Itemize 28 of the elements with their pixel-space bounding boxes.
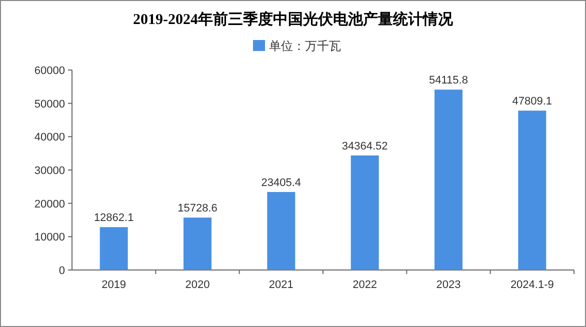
bar [434,90,462,270]
y-tick-label: 0 [58,265,65,277]
chart-title: 2019-2024年前三季度中国光伏电池产量统计情况 [133,10,454,28]
bar [184,218,212,270]
x-tick-label: 2023 [436,279,461,291]
x-tick-label: 2019 [102,279,126,291]
y-tick-label: 60000 [34,65,65,77]
y-tick-label: 40000 [34,132,65,144]
x-tick-label: 2020 [185,279,210,291]
bar [100,227,128,270]
x-tick-label: 2021 [268,279,294,291]
y-tick-label: 10000 [34,232,65,244]
bar [267,192,296,270]
y-tick-label: 30000 [34,165,65,177]
data-label: 34364.52 [342,140,388,152]
data-label: 47809.1 [512,96,552,108]
x-tick-label: 2024.1-9 [510,279,554,291]
data-label: 54115.8 [429,74,468,87]
legend-label: 单位：万千瓦 [269,39,341,53]
bar [518,110,546,270]
y-tick-label: 50000 [34,98,65,110]
bar [350,155,379,270]
y-tick-label: 20000 [34,198,65,210]
data-label: 12862.1 [94,212,134,224]
legend: 单位：万千瓦 [253,39,341,53]
data-label: 15728.6 [178,202,218,215]
data-label: 23405.4 [261,176,302,189]
x-tick-label: 2022 [352,279,378,291]
